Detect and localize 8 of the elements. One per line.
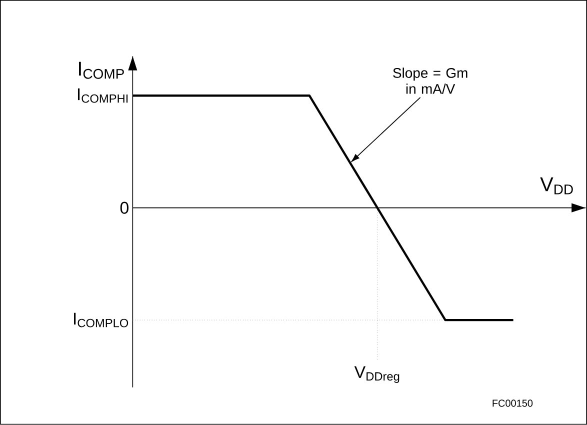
text: I$_{COMPLO}$ — [74, 313, 128, 328]
text: Slope = Gm in mA/V — [393, 68, 468, 94]
text: 0 — [120, 202, 128, 214]
y-axis-title: I$_{COMP}$ — [79, 62, 124, 79]
x-axis-title: V$_{DD}$ — [540, 178, 573, 194]
text: I$_{COMPHI}$ — [78, 88, 128, 103]
text: FC00150 — [492, 400, 533, 407]
text: V$_{DDreg}$ — [354, 366, 400, 384]
